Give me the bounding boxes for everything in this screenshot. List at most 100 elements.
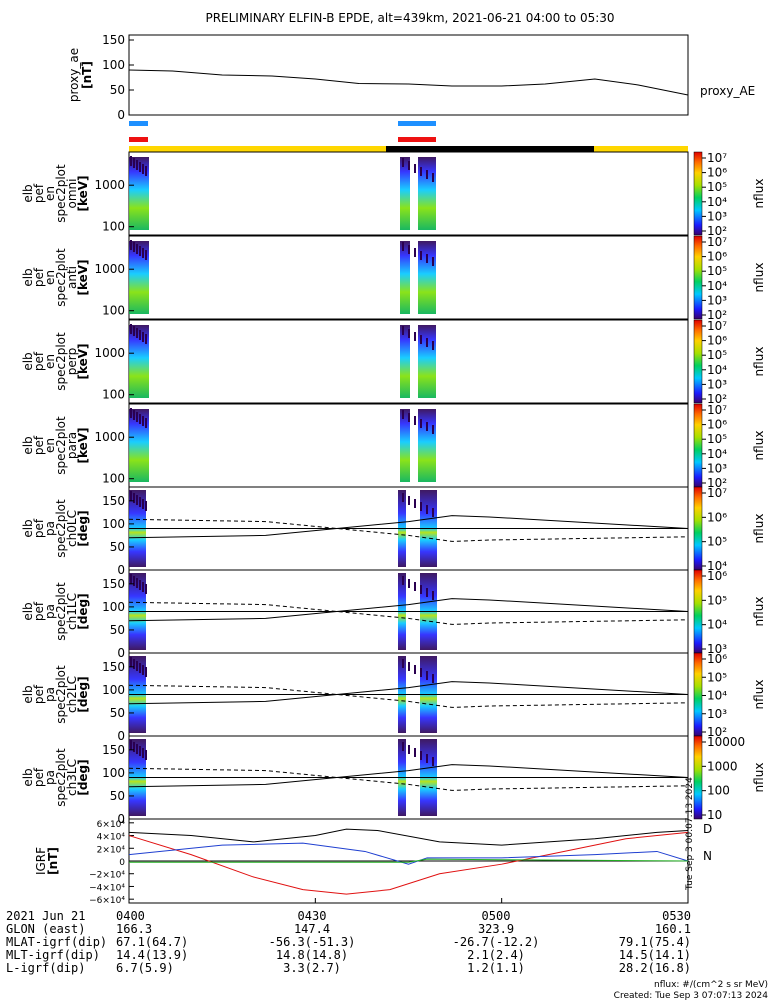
panel-ylabel: pa [43, 521, 57, 536]
spectrogram-speckle [145, 501, 147, 511]
panel-tick-label: 150 [102, 494, 125, 508]
spectrogram-patch [400, 325, 410, 398]
footer-cell: 0530 [662, 909, 691, 923]
panel-tick-label: 50 [110, 623, 125, 637]
spectrogram-speckle [130, 740, 132, 750]
spectrogram-speckle [136, 160, 138, 170]
colorbar-tick-label: 10² [707, 224, 727, 238]
zone-bar-red [129, 137, 148, 142]
spectrogram-speckle [130, 324, 132, 334]
spectrogram-speckle [432, 674, 434, 683]
spectrogram-speckle [420, 668, 422, 677]
zone-bar-blue [129, 121, 148, 126]
spectrogram-speckle [408, 161, 410, 170]
spectrogram-speckle [420, 251, 422, 260]
spectrogram-speckle [142, 582, 144, 592]
spectrogram-speckle [139, 746, 141, 756]
spectrogram-speckle [402, 410, 404, 419]
spectrogram-speckle [432, 508, 434, 517]
spectrogram-speckle [426, 588, 428, 597]
colorbar-tick-label: 10⁶ [707, 250, 727, 264]
igrf-tick-label: −4×10⁴ [89, 883, 125, 893]
spectrogram-speckle [402, 576, 404, 585]
spectrogram-speckle [420, 751, 422, 760]
spectrogram-speckle [420, 335, 422, 344]
colorbar [693, 735, 703, 820]
spectrogram-speckle [145, 750, 147, 760]
panel-tick-label: 50 [110, 540, 125, 554]
colorbar-label: nflux [752, 347, 766, 377]
spectrogram-speckle [426, 422, 428, 431]
spectrogram-speckle [139, 246, 141, 256]
colorbar-tick-label: 10⁷ [707, 235, 727, 249]
spectrogram-speckle [133, 326, 135, 336]
spectrogram-speckle [133, 742, 135, 752]
panel-ylabel: pef [32, 435, 46, 455]
panel-tick-label: 1000 [94, 430, 125, 444]
spectrogram-speckle [420, 167, 422, 176]
spectrogram-patch [418, 325, 436, 398]
spectrogram-speckle [414, 499, 416, 508]
footer-cell: 28.2(16.8) [619, 961, 691, 975]
colorbar-tick-label: 10⁶ [707, 510, 727, 524]
panel-1: 1000100elbpefenspec2plotanti[keV]10⁷10⁶1… [21, 235, 766, 322]
igrf-tick-label: 6×10⁴ [97, 820, 126, 830]
panel-tick-label: 50 [110, 789, 125, 803]
panel-tick-label: 0 [117, 729, 125, 743]
footer-cell: 0500 [482, 909, 511, 923]
spectrogram-patch [129, 157, 149, 230]
igrf-label-n: N [703, 849, 712, 863]
footer-cell: 6.7(5.9) [116, 961, 174, 975]
spectrogram-speckle [133, 576, 135, 586]
colorbar-tick-label: 10⁴ [707, 195, 727, 209]
panel-0: 1000100elbpefenspec2plotomni[keV]10⁷10⁶1… [21, 151, 766, 238]
panel-ylabel: ch2LC [65, 676, 79, 713]
spectrogram-speckle [136, 661, 138, 671]
spectrogram-speckle [414, 665, 416, 674]
spectrogram-speckle [145, 334, 147, 344]
panel-ylabel: en [43, 270, 57, 285]
panel-tick-label: 150 [102, 660, 125, 674]
panel-ylabel: pef [32, 684, 46, 704]
footer-cell: 160.1 [655, 922, 691, 936]
side-timestamp: Tue Sep 3 00:07:13 2024 [685, 777, 695, 891]
colorbar-tick-label: 10⁴ [707, 279, 727, 293]
panel-ylabel: ch1LC [65, 593, 79, 630]
igrf-z-line [129, 858, 689, 863]
spectrogram-speckle [408, 745, 410, 754]
footer-cell: 1.2(1.1) [467, 961, 525, 975]
spectrogram-patch [418, 157, 436, 230]
spectrogram-speckle [136, 412, 138, 422]
panel-ylabel: para [65, 432, 79, 459]
colorbar-tick-label: 10⁵ [707, 432, 727, 446]
footer-cell: L-igrf(dip) [6, 961, 85, 975]
spectrogram-speckle [408, 413, 410, 422]
panel-tick-label: 150 [102, 743, 125, 757]
panel-tick-label: 1000 [94, 346, 125, 360]
footer-cell: 14.4(13.9) [116, 948, 188, 962]
spectrogram-speckle [136, 578, 138, 588]
spectrogram-speckle [142, 416, 144, 426]
panel-ylabel: ch3LC [65, 759, 79, 796]
colorbar-tick-label: 10² [707, 476, 727, 490]
spectrogram-speckle [133, 410, 135, 420]
panel-tick-label: 50 [110, 706, 125, 720]
footer-table: 2021 Jun 21 0400 0430 0500 0530 GLON (east) 16… [6, 909, 768, 1000]
panel-ylabel: [deg] [76, 676, 90, 712]
spectrogram-speckle [414, 248, 416, 257]
colorbar [693, 319, 703, 404]
panel-ylabel: [deg] [76, 759, 90, 795]
loss-cone-line [128, 681, 689, 705]
spectrogram-speckle [139, 497, 141, 507]
spectrogram-patch [129, 409, 149, 482]
igrf-total-line [128, 828, 689, 846]
ae-ylabel-unit: [nT] [80, 61, 94, 89]
colorbar-tick-label: 10⁵ [707, 180, 727, 194]
panel-ylabel: [deg] [76, 510, 90, 546]
spectrogram-panels: 1000100elbpefenspec2plotomni[keV]10⁷10⁶1… [21, 151, 766, 826]
spectrogram-speckle [402, 659, 404, 668]
panel-ylabel: pef [32, 767, 46, 787]
units-note: nflux: #/(cm^2 s sr MeV) [654, 980, 768, 990]
anti-loss-cone-line [128, 767, 689, 791]
colorbar-tick-label: 10⁵ [707, 535, 727, 549]
